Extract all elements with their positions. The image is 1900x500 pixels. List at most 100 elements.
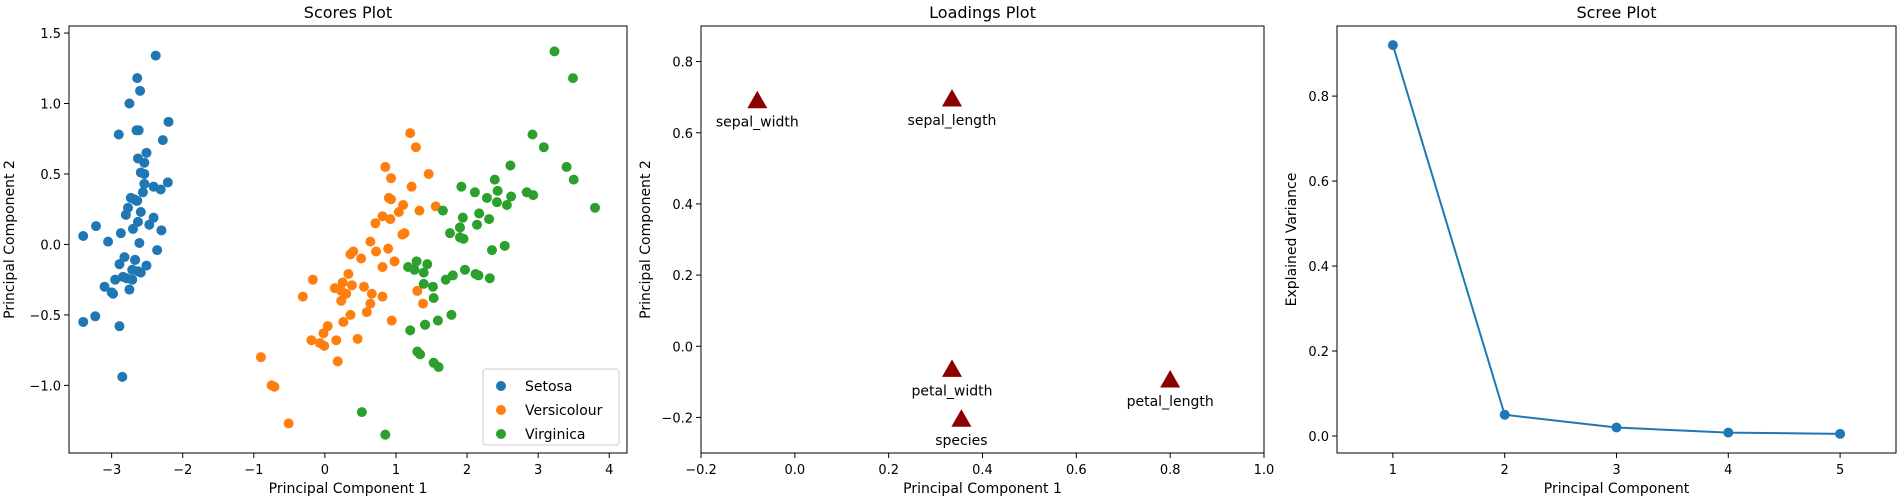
data-point-versicolour (417, 298, 428, 309)
data-point-versicolour (255, 352, 266, 363)
data-point-versicolour (377, 211, 388, 222)
data-point-setosa (78, 230, 89, 241)
legend-label-setosa: Setosa (525, 379, 572, 395)
y-axis-label: Explained Variance (1284, 173, 1300, 307)
data-point-virginica (422, 259, 433, 270)
data-point-virginica (521, 187, 532, 198)
data-point-virginica (472, 219, 483, 230)
data-point-versicolour (332, 356, 343, 367)
data-point-virginica (489, 174, 500, 185)
data-point-versicolour (380, 161, 391, 172)
data-point-versicolour (410, 142, 421, 153)
legend-marker-versicolour (496, 405, 506, 415)
data-point-virginica (428, 292, 439, 303)
data-point-setosa (114, 259, 125, 270)
data-point-virginica (445, 228, 456, 239)
x-tick-label: −3 (102, 463, 121, 478)
x-axis-label: Principal Component (1544, 481, 1690, 497)
loading-label: sepal_length (908, 113, 997, 129)
loading-marker (1160, 370, 1181, 388)
data-point-versicolour (377, 261, 388, 272)
y-tick-label: 0.4 (1308, 260, 1329, 275)
data-point-setosa (117, 371, 128, 382)
legend-marker-virginica (496, 429, 506, 439)
chart-title: Scores Plot (304, 3, 392, 22)
x-axis-label: Principal Component 1 (903, 481, 1062, 497)
data-point-versicolour (370, 218, 381, 229)
y-tick-label: 0.0 (1308, 430, 1329, 445)
data-point-versicolour (307, 274, 318, 285)
data-point-versicolour (337, 277, 348, 288)
data-point-setosa (127, 223, 138, 234)
y-tick-label: 1.5 (40, 27, 61, 42)
x-tick-label: 1.0 (1254, 463, 1275, 478)
x-tick-label: 0.2 (878, 463, 899, 478)
data-point-virginica (501, 199, 512, 210)
data-point-setosa (106, 287, 117, 298)
x-tick-label: 1 (1389, 463, 1397, 478)
data-point-virginica (454, 222, 465, 233)
loading-label: petal_width (911, 383, 992, 399)
x-tick-label: 2 (1501, 463, 1509, 478)
data-point-virginica (538, 142, 549, 153)
data-point-versicolour (318, 328, 329, 339)
data-point-setosa (157, 135, 168, 146)
data-point-versicolour (352, 333, 363, 344)
plot-frame (68, 25, 628, 454)
data-point-versicolour (389, 256, 400, 267)
y-axis-label: Principal Component 2 (2, 160, 18, 319)
data-point-versicolour (329, 283, 340, 294)
data-point-versicolour (346, 280, 357, 291)
data-point-setosa (163, 116, 174, 127)
data-point-versicolour (406, 181, 417, 192)
loading-marker (942, 359, 963, 377)
scree-plot: Scree Plot 1 2 3 4 5 0.0 0.2 0.4 0.6 0.8 Principal … (1284, 3, 1897, 497)
data-point-setosa (139, 178, 150, 189)
data-point-versicolour (385, 214, 396, 225)
legend-marker-setosa (496, 381, 506, 391)
data-point-virginica (484, 273, 495, 284)
data-point-setosa (132, 73, 143, 84)
data-point-versicolour (343, 269, 354, 280)
loading-marker (951, 409, 972, 427)
data-point-virginica (403, 261, 414, 272)
data-point-versicolour (348, 246, 359, 257)
data-point-setosa (132, 216, 143, 227)
y-tick-label: −0.5 (29, 309, 61, 324)
x-tick-label: 1 (392, 463, 400, 478)
x-tick-label: −2 (173, 463, 192, 478)
data-point-virginica (469, 187, 480, 198)
data-point-setosa (99, 281, 110, 292)
data-point-versicolour (365, 236, 376, 247)
data-point-versicolour (283, 418, 294, 429)
y-tick-label: 0.2 (672, 269, 693, 284)
data-point-virginica (506, 191, 517, 202)
y-tick-label: 0.4 (672, 198, 693, 213)
data-point-virginica (549, 46, 560, 57)
data-point-setosa (103, 236, 114, 247)
data-point-setosa (124, 284, 135, 295)
data-point-virginica (484, 214, 495, 225)
data-point-virginica (459, 264, 470, 275)
data-point-virginica (474, 208, 485, 219)
y-tick-label: 0.8 (672, 56, 693, 71)
data-point-versicolour (399, 228, 410, 239)
data-point-virginica (527, 129, 538, 140)
data-point-setosa (135, 85, 146, 96)
data-point-setosa (130, 254, 141, 265)
y-tick-label: 0.8 (1308, 90, 1329, 105)
data-point-setosa (91, 221, 102, 232)
plot-frame (700, 25, 1265, 454)
data-point-virginica (492, 185, 503, 196)
data-point-versicolour (297, 291, 308, 302)
data-point-setosa (124, 98, 135, 109)
x-tick-label: 2 (463, 463, 471, 478)
chart-title: Loadings Plot (929, 3, 1036, 22)
data-point-virginica (405, 325, 416, 336)
data-point-virginica (440, 274, 451, 285)
x-tick-label: 4 (605, 463, 613, 478)
data-point-setosa (162, 177, 173, 188)
x-tick-label: 5 (1836, 463, 1844, 478)
x-tick-label: −1 (244, 463, 263, 478)
data-point-virginica (380, 429, 391, 440)
